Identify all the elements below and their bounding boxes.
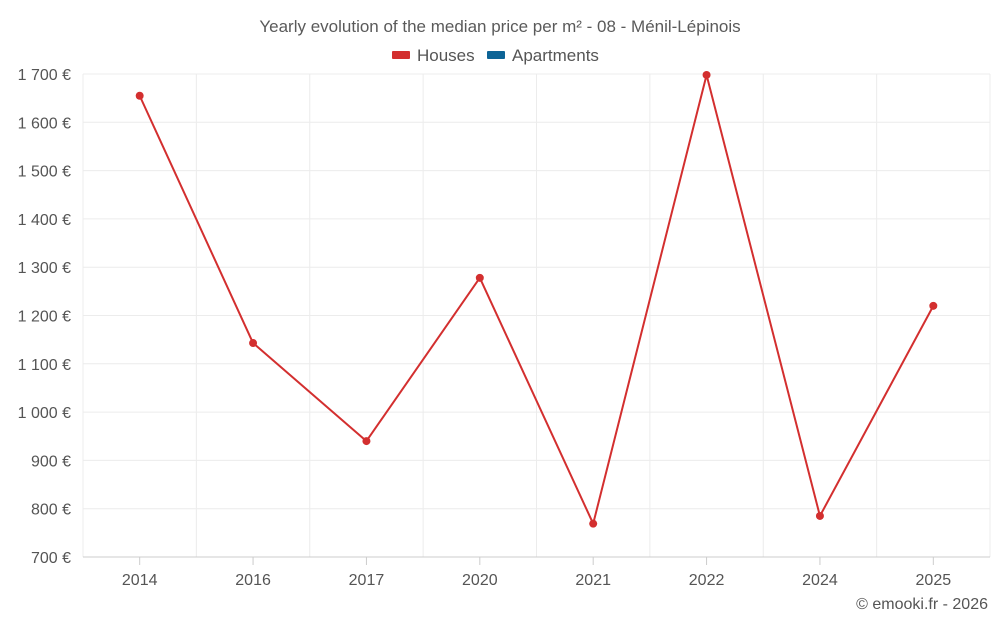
gridlines	[82, 73, 991, 557]
x-tick-label: 2025	[916, 572, 952, 589]
y-tick-label: 1 300 €	[18, 260, 71, 277]
y-axis: 700 € 800 € 900 € 1 000 € 1 100 € 1 200 € 1 30…	[18, 67, 71, 567]
houses-line	[138, 73, 935, 525]
series-houses	[135, 70, 938, 528]
houses-point[interactable]	[475, 273, 484, 282]
y-tick-label: 1 600 €	[18, 115, 71, 132]
chart-title: Yearly evolution of the median price per…	[259, 17, 740, 36]
y-tick-label: 1 200 €	[18, 309, 71, 326]
legend-swatch-houses	[392, 51, 410, 59]
y-tick-label: 800 €	[31, 502, 71, 519]
y-tick-label: 1 700 €	[18, 67, 71, 84]
credit-text: © emooki.fr - 2026	[856, 596, 988, 613]
houses-point[interactable]	[135, 91, 144, 100]
houses-point[interactable]	[702, 70, 711, 79]
y-tick-label: 1 000 €	[18, 405, 71, 422]
legend: Houses Apartments	[392, 46, 599, 65]
houses-point[interactable]	[815, 511, 824, 520]
legend-item-houses[interactable]: Houses	[392, 46, 475, 65]
x-tick-label: 2024	[802, 572, 838, 589]
x-axis: 2014 2016 2017 2020 2021 2022 2024 2025	[83, 556, 990, 589]
houses-point[interactable]	[929, 301, 938, 310]
y-tick-label: 700 €	[31, 550, 71, 567]
x-tick-label: 2014	[122, 572, 158, 589]
houses-point[interactable]	[362, 437, 371, 446]
legend-label-apartments: Apartments	[512, 46, 599, 65]
x-tick-label: 2020	[462, 572, 498, 589]
y-tick-label: 1 100 €	[18, 357, 71, 374]
legend-item-apartments[interactable]: Apartments	[487, 46, 599, 65]
houses-point[interactable]	[589, 519, 598, 528]
x-tick-label: 2021	[575, 572, 611, 589]
y-tick-label: 1 400 €	[18, 212, 71, 229]
x-tick-label: 2017	[349, 572, 385, 589]
houses-point[interactable]	[249, 339, 258, 348]
y-tick-label: 1 500 €	[18, 164, 71, 181]
legend-swatch-apartments	[487, 51, 505, 59]
x-tick-label: 2022	[689, 572, 725, 589]
legend-label-houses: Houses	[417, 46, 475, 65]
y-tick-label: 900 €	[31, 453, 71, 470]
x-tick-label: 2016	[235, 572, 271, 589]
